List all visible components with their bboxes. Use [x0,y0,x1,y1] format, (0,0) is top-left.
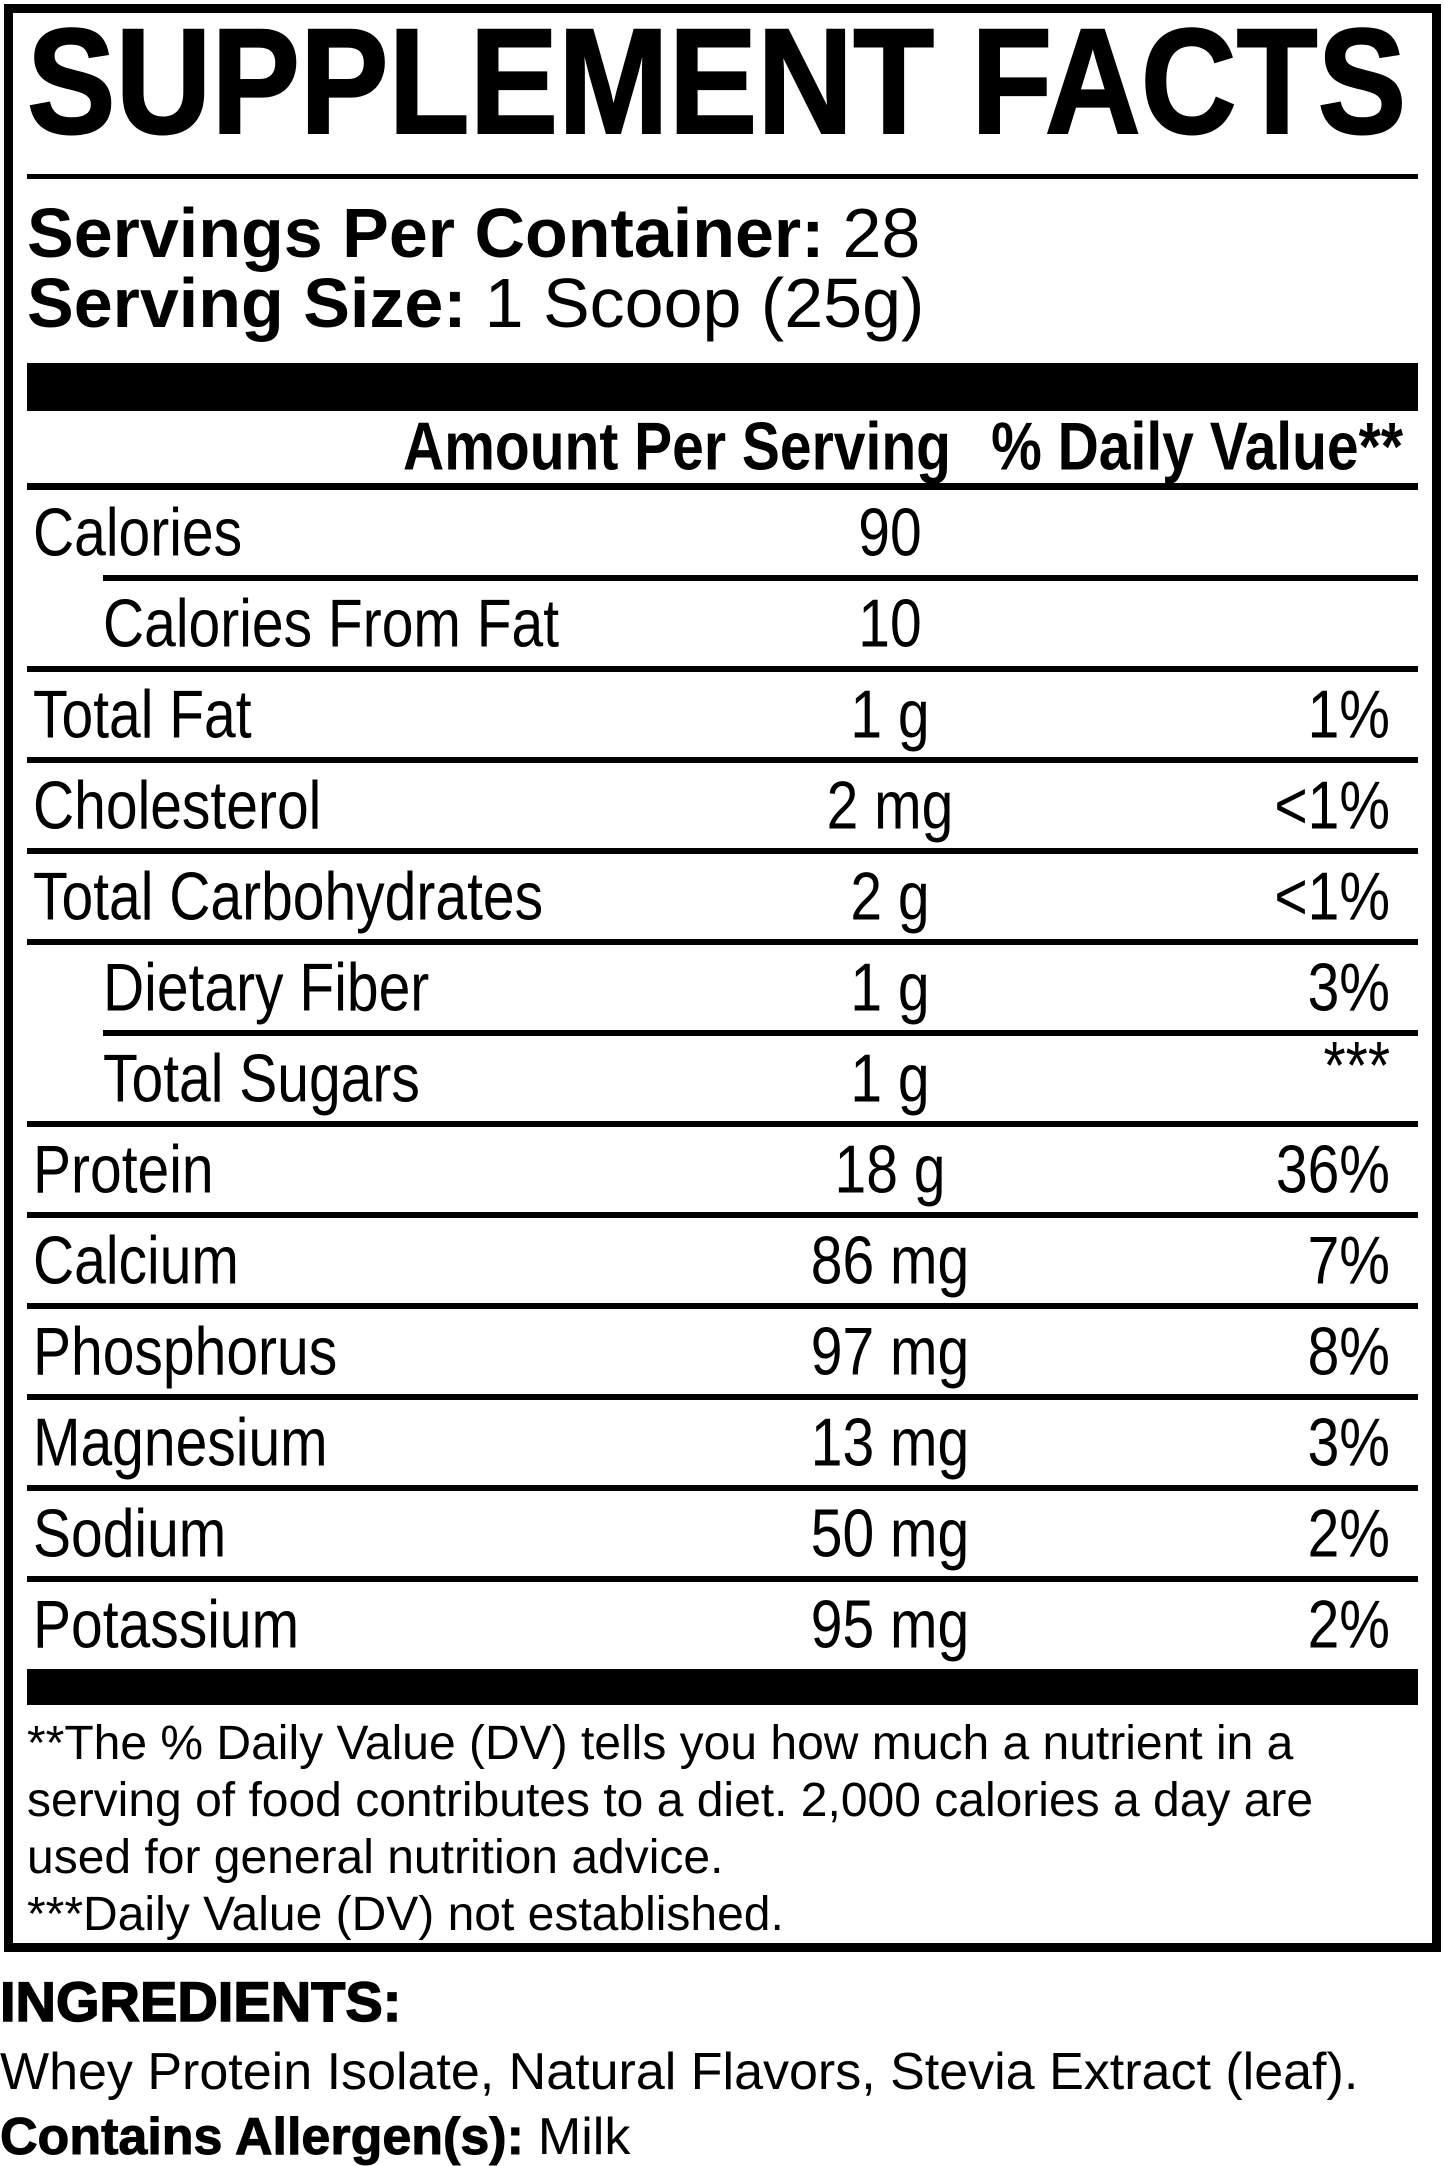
nutrient-amount: 1 g [850,949,930,1026]
nutrient-label: Potassium [33,1586,300,1663]
servings-per-container-label: Servings Per Container: [27,194,825,272]
separator-bar-top [27,363,1418,411]
table-row: Phosphorus 97 mg 8% [27,1309,1418,1394]
nutrient-amount: 50 mg [810,1495,970,1572]
nutrient-daily-value: 1% [1307,676,1390,753]
ingredients-section: INGREDIENTS: Whey Protein Isolate, Natur… [0,1970,1445,2166]
row-divider [27,666,1418,672]
nutrient-amount: 1 g [850,1040,930,1117]
serving-size-value: 1 Scoop (25g) [484,264,925,342]
ingredients-list: Whey Protein Isolate, Natural Flavors, S… [0,2043,1359,2101]
nutrient-label: Calcium [33,1222,239,1299]
amount-per-serving-header: Amount Per Serving [403,409,951,485]
page-title: SUPPLEMENT FACTS [26,0,1407,165]
table-row: Potassium 95 mg 2% [27,1582,1418,1667]
nutrient-label: Calories [33,494,243,571]
table-row: Magnesium 13 mg 3% [27,1400,1418,1485]
row-divider [27,1394,1418,1400]
nutrient-label: Phosphorus [33,1313,338,1390]
nutrient-amount: 95 mg [810,1586,970,1663]
nutrient-daily-value: 3% [1307,1404,1390,1481]
nutrient-daily-value: 2% [1307,1495,1390,1572]
serving-size-label: Serving Size: [27,264,467,342]
table-row: Protein 18 g 36% [27,1127,1418,1212]
serving-info: Servings Per Container: 28 Serving Size: 1… [27,198,1418,338]
row-divider [27,757,1418,763]
allergen-value: Milk [537,2108,631,2166]
nutrient-label: Magnesium [33,1404,328,1481]
row-divider [27,1121,1418,1127]
serving-size: Serving Size: 1 Scoop (25g) [27,268,1418,338]
nutrient-amount: 97 mg [810,1313,970,1390]
ingredients-heading: INGREDIENTS: [0,1970,402,2033]
nutrient-amount: 90 [858,494,922,571]
nutrient-daily-value: *** [1323,1028,1390,1104]
row-divider [103,575,1418,581]
supplement-facts-panel: SUPPLEMENT FACTS Servings Per Container:… [4,4,1441,1952]
table-row: Total Fat 1 g 1% [27,672,1418,757]
not-established-footnote: ***Daily Value (DV) not established. [27,1888,784,1941]
nutrient-label: Cholesterol [33,767,322,844]
table-row: Sodium 50 mg 2% [27,1491,1418,1576]
separator-bar-bottom [27,1669,1418,1705]
nutrient-daily-value: 2% [1307,1586,1390,1663]
daily-value-header: % Daily Value** [991,409,1403,485]
nutrient-table: Calories 90 Calories From Fat 10 Total F… [27,490,1418,1667]
nutrient-label: Protein [33,1131,214,1208]
header-divider [27,483,1418,490]
row-divider [27,1485,1418,1491]
nutrient-label: Calories From Fat [103,585,560,662]
table-row: Total Carbohydrates 2 g <1% [27,854,1418,939]
nutrient-daily-value: <1% [1274,858,1390,935]
nutrient-amount: 86 mg [810,1222,970,1299]
nutrient-label: Total Sugars [103,1040,420,1117]
nutrient-label: Sodium [33,1495,227,1572]
nutrient-label: Dietary Fiber [103,949,430,1026]
nutrient-label: Total Carbohydrates [33,858,544,935]
daily-value-footnote: **The % Daily Value (DV) tells you how m… [27,1717,1314,1884]
table-row: Calories From Fat 10 [27,581,1418,666]
row-divider [27,1212,1418,1218]
table-row: Calcium 86 mg 7% [27,1218,1418,1303]
table-column-header: Amount Per Serving % Daily Value** [27,409,1418,485]
nutrient-amount: 10 [858,585,922,662]
table-row: Calories 90 [27,490,1418,575]
nutrient-amount: 13 mg [810,1404,970,1481]
row-divider [27,848,1418,854]
allergen-statement: Contains Allergen(s): Milk [0,2108,1445,2166]
title-divider [27,174,1418,179]
row-divider [27,939,1418,945]
nutrient-daily-value: <1% [1274,767,1390,844]
nutrient-daily-value: 8% [1307,1313,1390,1390]
nutrient-amount: 2 g [850,858,930,935]
row-divider [27,1576,1418,1582]
nutrient-label: Total Fat [33,676,252,753]
servings-per-container: Servings Per Container: 28 [27,198,1418,268]
nutrient-amount: 1 g [850,676,930,753]
nutrient-daily-value: 36% [1275,1131,1390,1208]
servings-per-container-value: 28 [842,194,921,272]
nutrient-daily-value: 7% [1307,1222,1390,1299]
row-divider [27,1303,1418,1309]
table-row: Total Sugars 1 g *** [27,1031,1418,1121]
table-row: Cholesterol 2 mg <1% [27,763,1418,848]
nutrient-amount: 2 mg [826,767,954,844]
table-row: Dietary Fiber 1 g 3% [27,945,1418,1030]
nutrient-daily-value: 3% [1307,949,1390,1026]
nutrient-amount: 18 g [834,1131,946,1208]
footnotes: **The % Daily Value (DV) tells you how m… [27,1715,1397,1943]
allergen-label: Contains Allergen(s): [0,2108,524,2166]
row-divider [103,1030,1418,1036]
